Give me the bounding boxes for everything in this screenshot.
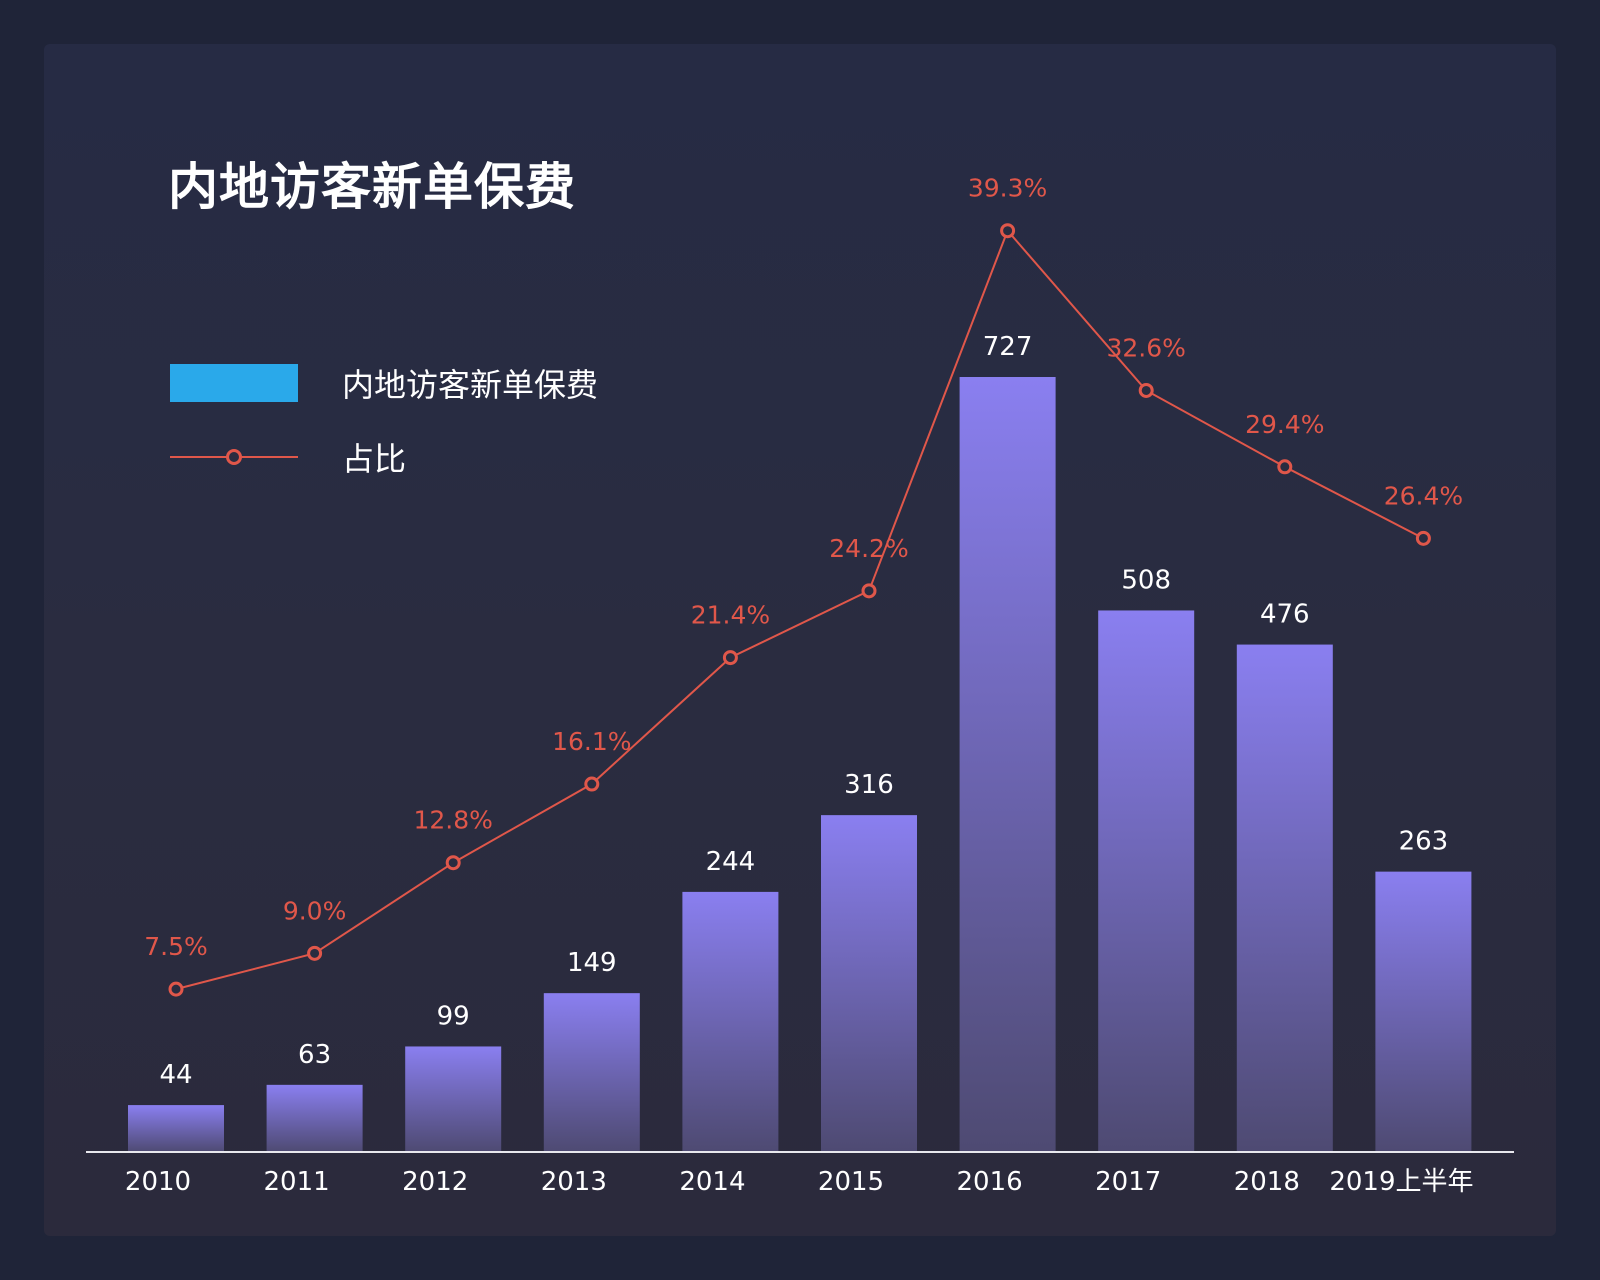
bar-value-label: 508 [1121, 565, 1171, 595]
legend-bar-swatch [170, 364, 298, 402]
x-tick-label: 2011 [264, 1167, 330, 1197]
x-tick-label: 2014 [679, 1167, 745, 1197]
ratio-value-label: 16.1% [552, 727, 631, 756]
bar [682, 891, 779, 1152]
bar [405, 1046, 502, 1152]
bar [959, 377, 1056, 1152]
bar [1375, 871, 1472, 1152]
x-axis-tick-labels: 2010 2011 2012 2013 2014 2015 2016 2017 2018 2019… [125, 1167, 1474, 1197]
bar-value-label: 727 [983, 332, 1033, 362]
ratio-points [168, 223, 1431, 997]
x-tick-label: 2013 [541, 1167, 607, 1197]
ratio-point [1138, 382, 1154, 398]
ratio-value-label: 9.0% [283, 896, 347, 925]
ratio-point [1277, 459, 1293, 475]
ratio-point [722, 650, 738, 666]
bar-value-label: 149 [567, 948, 617, 978]
ratio-point [1415, 530, 1431, 546]
bar-series [128, 377, 1472, 1152]
ratio-value-label: 7.5% [144, 932, 208, 961]
bar [266, 1084, 363, 1152]
bar-value-labels: 44 63 99 149 244 316 727 508 476 263 [159, 332, 1448, 1090]
ratio-value-label: 12.8% [413, 806, 492, 835]
legend-item-bar: 内地访客新单保费 [170, 346, 598, 420]
legend: 内地访客新单保费 占比 [170, 346, 598, 494]
ratio-value-label: 39.3% [968, 174, 1047, 203]
ratio-value-labels: 7.5% 9.0% 12.8% 16.1% 21.4% 24.2% 39.3% 32.6% 29… [144, 174, 1463, 961]
legend-line-label: 占比 [342, 440, 407, 478]
x-tick-label: 2018 [1234, 1167, 1300, 1197]
ratio-value-label: 32.6% [1106, 333, 1185, 362]
ratio-point [1000, 223, 1016, 239]
bar-value-label: 244 [706, 847, 756, 877]
legend-line-swatch [170, 438, 298, 476]
bar-value-label: 63 [298, 1040, 331, 1070]
bar [543, 993, 640, 1152]
bar-value-label: 316 [844, 770, 894, 800]
x-tick-label: 2012 [402, 1167, 468, 1197]
chart-title: 内地访客新单保费 [168, 158, 576, 216]
ratio-value-label: 29.4% [1245, 410, 1324, 439]
ratio-value-label: 26.4% [1384, 481, 1463, 510]
ratio-point [307, 945, 323, 961]
ratio-point [584, 776, 600, 792]
legend-item-line: 占比 [170, 420, 598, 494]
bar [128, 1105, 224, 1152]
legend-bar-label: 内地访客新单保费 [342, 366, 599, 404]
ratio-value-label: 24.2% [829, 534, 908, 563]
x-tick-label: 2010 [125, 1167, 191, 1197]
bar-value-label: 99 [437, 1001, 470, 1031]
ratio-point [445, 855, 461, 871]
x-tick-label: 2015 [818, 1167, 884, 1197]
bar-value-label: 44 [159, 1060, 192, 1090]
ratio-line [175, 228, 1424, 991]
bar [821, 815, 917, 1152]
bar [1098, 610, 1195, 1152]
bar-value-label: 263 [1399, 827, 1449, 857]
ratio-value-label: 21.4% [691, 601, 770, 630]
x-tick-label: 2016 [957, 1167, 1023, 1197]
x-tick-label: 2019上半年 [1329, 1167, 1473, 1197]
bar [1236, 644, 1333, 1152]
ratio-point [861, 583, 877, 599]
bar-value-label: 476 [1260, 600, 1310, 630]
x-tick-label: 2017 [1095, 1167, 1161, 1197]
ratio-point [168, 981, 184, 997]
